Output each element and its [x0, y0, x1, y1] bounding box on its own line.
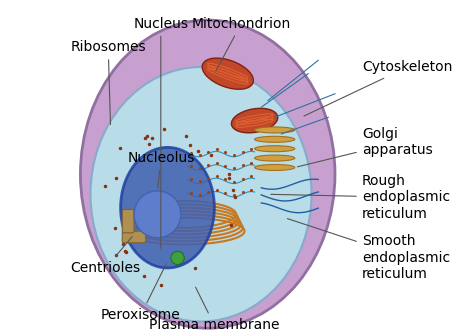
- Ellipse shape: [255, 155, 295, 161]
- Ellipse shape: [202, 58, 254, 89]
- Ellipse shape: [255, 146, 295, 152]
- Text: Nucleus: Nucleus: [133, 17, 188, 248]
- Ellipse shape: [81, 20, 335, 328]
- Text: Smooth
endoplasmic
reticulum: Smooth endoplasmic reticulum: [287, 219, 450, 281]
- FancyBboxPatch shape: [122, 231, 146, 243]
- Text: Peroxisome: Peroxisome: [101, 264, 181, 322]
- Text: Golgi
apparatus: Golgi apparatus: [298, 127, 432, 167]
- Ellipse shape: [255, 127, 295, 133]
- Ellipse shape: [231, 108, 278, 133]
- Ellipse shape: [120, 148, 214, 268]
- Text: Centrioles: Centrioles: [70, 237, 140, 275]
- Ellipse shape: [171, 251, 184, 264]
- Ellipse shape: [134, 191, 181, 238]
- Text: Mitochondrion: Mitochondrion: [191, 17, 291, 71]
- Ellipse shape: [255, 136, 295, 142]
- Text: Nucleolus: Nucleolus: [128, 151, 195, 188]
- Text: Cytoskeleton: Cytoskeleton: [304, 60, 452, 116]
- Text: Plasma membrane: Plasma membrane: [149, 287, 280, 332]
- Ellipse shape: [91, 67, 311, 322]
- Text: Ribosomes: Ribosomes: [70, 40, 146, 125]
- FancyBboxPatch shape: [122, 209, 134, 233]
- Ellipse shape: [255, 164, 295, 170]
- Text: Rough
endoplasmic
reticulum: Rough endoplasmic reticulum: [271, 174, 450, 220]
